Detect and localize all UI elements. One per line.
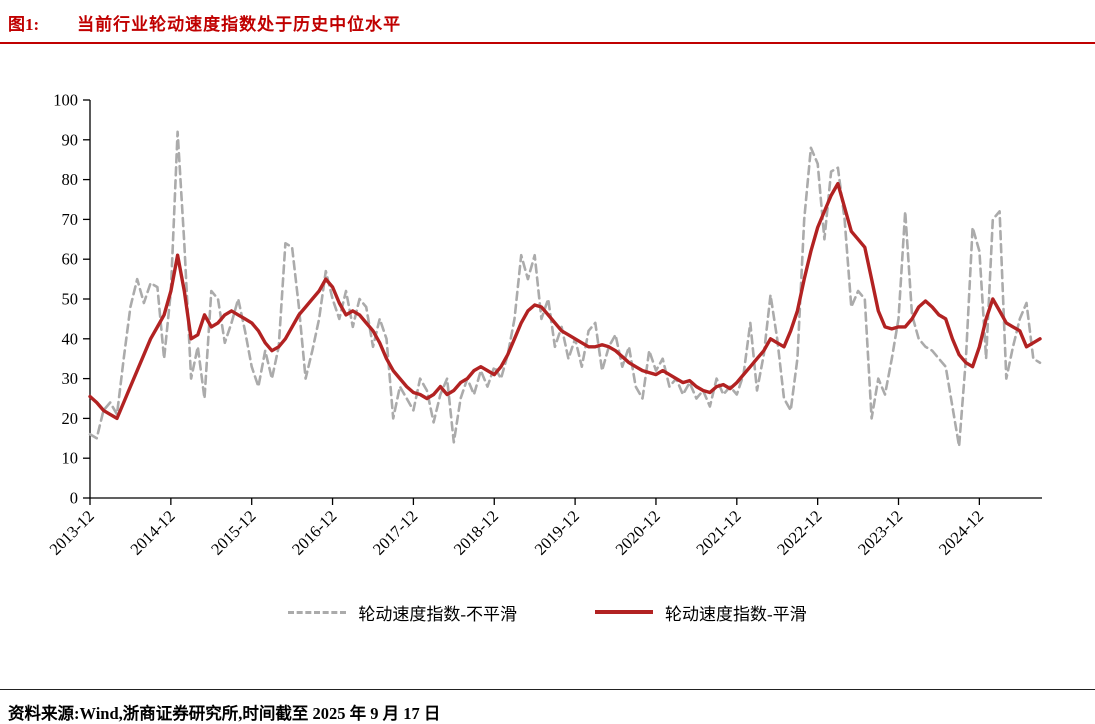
svg-text:40: 40 bbox=[62, 329, 79, 348]
legend-sample-smoothed bbox=[595, 610, 653, 614]
legend-label-smoothed: 轮动速度指数-平滑 bbox=[665, 604, 807, 624]
source-note: 资料来源:Wind,浙商证券研究所,时间截至 2025 年 9 月 17 日 bbox=[0, 689, 1095, 724]
svg-text:2022-12: 2022-12 bbox=[773, 506, 825, 558]
svg-text:2013-12: 2013-12 bbox=[46, 506, 98, 558]
figure-title: 当前行业轮动速度指数处于历史中位水平 bbox=[77, 15, 402, 34]
svg-text:0: 0 bbox=[70, 489, 78, 508]
svg-text:2021-12: 2021-12 bbox=[692, 506, 744, 558]
svg-text:20: 20 bbox=[62, 409, 79, 428]
svg-text:2014-12: 2014-12 bbox=[126, 506, 178, 558]
svg-text:90: 90 bbox=[62, 130, 79, 149]
legend-item-unsmoothed: 轮动速度指数-不平滑 bbox=[288, 600, 517, 625]
legend-label-unsmoothed: 轮动速度指数-不平滑 bbox=[358, 604, 517, 624]
figure-number: 图1: bbox=[8, 15, 40, 34]
svg-text:60: 60 bbox=[62, 250, 79, 269]
svg-text:2019-12: 2019-12 bbox=[531, 506, 583, 558]
figure-header: 图1: 当前行业轮动速度指数处于历史中位水平 bbox=[0, 0, 1095, 44]
chart-area: 0 10 20 30 40 50 60 70 80 90 100 2013-12 2014-12 2015… bbox=[0, 44, 1095, 589]
svg-text:100: 100 bbox=[53, 91, 78, 110]
legend-sample-unsmoothed bbox=[288, 610, 347, 614]
svg-text:2018-12: 2018-12 bbox=[450, 506, 502, 558]
svg-text:2015-12: 2015-12 bbox=[207, 506, 259, 558]
svg-text:2023-12: 2023-12 bbox=[854, 506, 906, 558]
rotation-chart-svg: 0 10 20 30 40 50 60 70 80 90 100 2013-12 2014-12 2015… bbox=[46, 91, 1042, 559]
source-text: 资料来源:Wind,浙商证券研究所,时间截至 2025 年 9 月 17 日 bbox=[8, 704, 441, 723]
chart-legend: 轮动速度指数-不平滑 轮动速度指数-平滑 bbox=[0, 599, 1095, 625]
legend-item-smoothed: 轮动速度指数-平滑 bbox=[595, 600, 807, 625]
svg-text:2017-12: 2017-12 bbox=[369, 506, 421, 558]
svg-text:2020-12: 2020-12 bbox=[611, 506, 663, 558]
svg-text:50: 50 bbox=[62, 290, 79, 309]
svg-text:10: 10 bbox=[62, 449, 79, 468]
svg-text:80: 80 bbox=[62, 170, 79, 189]
svg-text:70: 70 bbox=[62, 210, 79, 229]
svg-text:30: 30 bbox=[62, 369, 79, 388]
svg-text:2024-12: 2024-12 bbox=[935, 506, 987, 558]
svg-text:2016-12: 2016-12 bbox=[288, 506, 340, 558]
